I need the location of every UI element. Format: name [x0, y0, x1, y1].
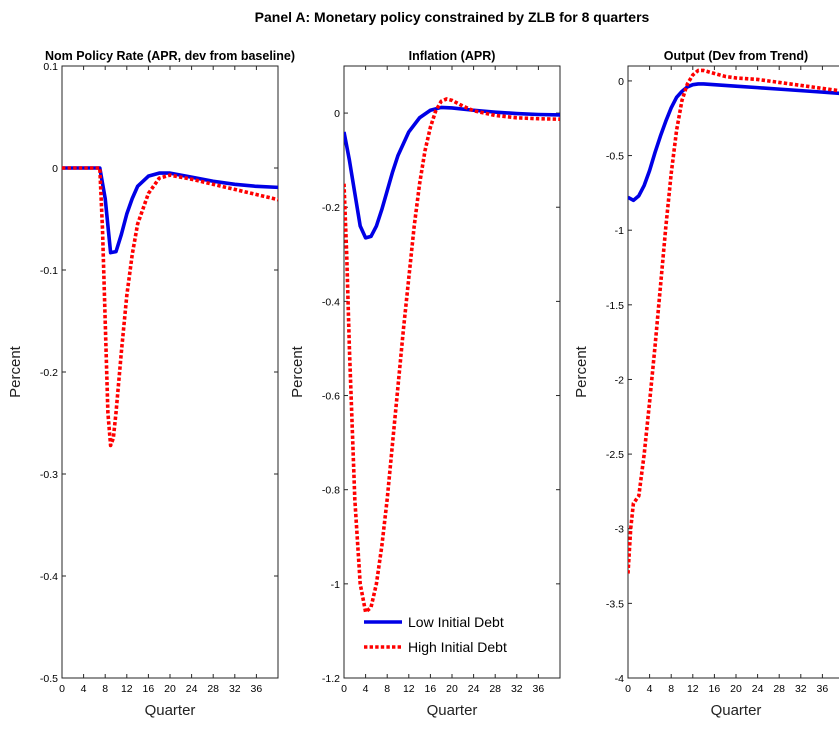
x-tick-label: 8	[384, 683, 390, 695]
series-line-high-initial-debt	[344, 97, 560, 614]
x-tick-label: 36	[817, 683, 829, 695]
panel-3: Output (Dev from Trend) 0 4 8 12 16 20 24 28 32 36…	[573, 49, 839, 719]
y-tick-label: -0.5	[40, 673, 58, 685]
y-tick-label: -3.5	[606, 598, 624, 610]
y-tick-label: -0.1	[40, 265, 58, 277]
x-tick-label: 24	[468, 683, 480, 695]
x-tick-label: 24	[186, 683, 198, 695]
x-tick-label: 12	[121, 683, 133, 695]
y-tick-label: -2.5	[606, 449, 624, 461]
x-tick-label: 20	[446, 683, 458, 695]
series-line-high-initial-debt	[628, 68, 839, 574]
panel-title: Output (Dev from Trend)	[664, 49, 808, 63]
x-tick-label: 4	[81, 683, 87, 695]
y-tick-label: -0.3	[40, 469, 58, 481]
x-tick-label: 8	[668, 683, 674, 695]
x-tick-label: 8	[102, 683, 108, 695]
y-tick-label: -3	[615, 524, 624, 536]
legend: Low Initial Debt High Initial Debt	[364, 614, 507, 655]
x-tick-label: 0	[341, 683, 347, 695]
y-axis-label: Percent	[573, 345, 590, 398]
x-tick-label: 32	[229, 683, 241, 695]
x-tick-label: 16	[709, 683, 721, 695]
y-tick-label: -0.6	[322, 391, 340, 403]
y-tick-label: -0.2	[322, 202, 340, 214]
x-tick-label: 28	[773, 683, 785, 695]
x-tick-label: 4	[647, 683, 653, 695]
y-tick-label: 0	[52, 163, 58, 175]
y-tick-label: -0.4	[40, 571, 58, 583]
y-tick-label: -0.8	[322, 485, 340, 497]
y-tick-label: -0.4	[322, 296, 340, 308]
x-tick-label: 16	[143, 683, 155, 695]
legend-label: Low Initial Debt	[408, 614, 504, 630]
y-tick-label: 0	[618, 76, 624, 88]
x-tick-label: 16	[425, 683, 437, 695]
y-tick-label: 0	[334, 108, 340, 120]
series-line-low-initial-debt	[62, 166, 278, 255]
y-tick-label: -0.2	[40, 367, 58, 379]
y-tick-label: -1.5	[606, 300, 624, 312]
figure-title: Panel A: Monetary policy constrained by …	[255, 9, 650, 25]
y-tick-label: -0.5	[606, 151, 624, 163]
y-tick-label: 0.1	[43, 61, 58, 73]
panel-title: Inflation (APR)	[409, 49, 496, 63]
x-tick-label: 36	[251, 683, 263, 695]
axes-box	[627, 65, 839, 679]
panel-1: Nom Policy Rate (APR, dev from baseline)…	[7, 49, 295, 719]
x-tick-label: 32	[511, 683, 523, 695]
axes-box	[61, 65, 279, 679]
series-line-high-initial-debt	[62, 166, 278, 448]
series-line-low-initial-debt	[344, 105, 560, 240]
x-tick-label: 0	[59, 683, 65, 695]
x-axis-label: Quarter	[711, 702, 762, 719]
x-tick-label: 12	[687, 683, 699, 695]
x-tick-label: 32	[795, 683, 807, 695]
x-axis-label: Quarter	[145, 702, 196, 719]
panel-title: Nom Policy Rate (APR, dev from baseline)	[45, 49, 295, 63]
y-tick-label: -2	[615, 374, 624, 386]
x-axis-label: Quarter	[427, 702, 478, 719]
y-axis-label: Percent	[289, 345, 306, 398]
x-tick-label: 24	[752, 683, 764, 695]
x-tick-label: 28	[489, 683, 501, 695]
x-tick-label: 0	[625, 683, 631, 695]
y-tick-label: -1	[331, 579, 340, 591]
y-tick-label: -4	[615, 673, 624, 685]
legend-label: High Initial Debt	[408, 639, 507, 655]
axes-box	[343, 65, 561, 679]
x-tick-label: 36	[533, 683, 545, 695]
series-line-low-initial-debt	[628, 82, 839, 203]
panel-2: Inflation (APR) 0 4 8 12 16 20 24 28 32 36 -1.2 -1 -0…	[289, 49, 561, 719]
x-tick-label: 20	[730, 683, 742, 695]
y-tick-label: -1.2	[322, 673, 340, 685]
y-tick-label: -1	[615, 225, 624, 237]
x-tick-label: 28	[207, 683, 219, 695]
x-tick-label: 12	[403, 683, 415, 695]
x-tick-label: 20	[164, 683, 176, 695]
y-axis-label: Percent	[7, 345, 24, 398]
x-tick-label: 4	[363, 683, 369, 695]
